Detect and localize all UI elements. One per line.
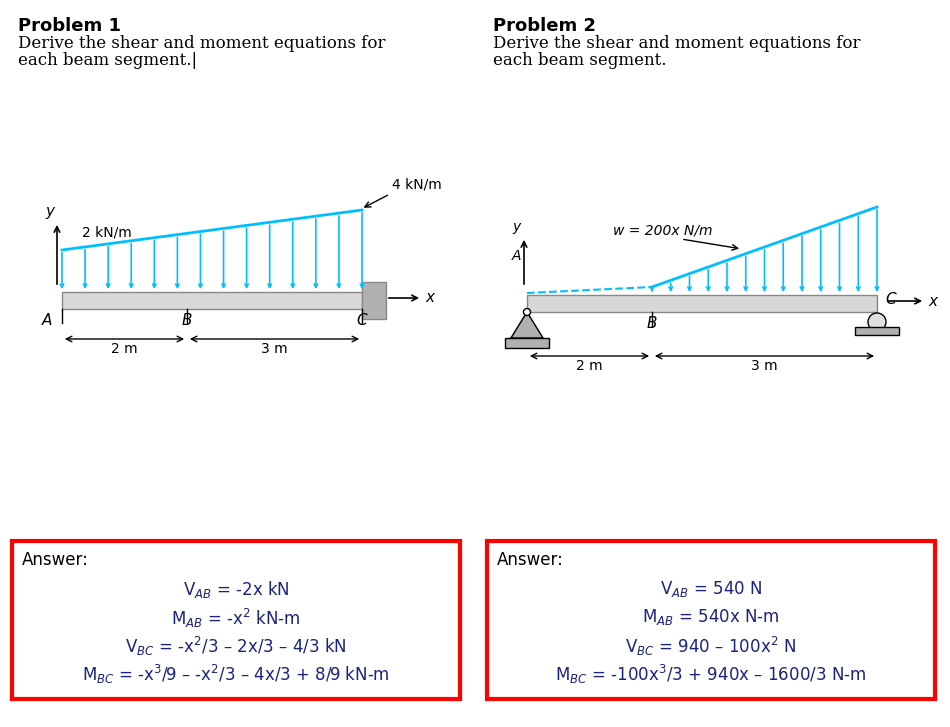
Text: A: A (511, 249, 521, 263)
Text: V$_{AB}$ = 540 N: V$_{AB}$ = 540 N (660, 579, 762, 599)
Circle shape (868, 313, 886, 331)
Bar (362, 282, 386, 319)
Text: 2 m: 2 m (111, 342, 138, 356)
Text: y: y (513, 220, 521, 234)
Text: 2 kN/m: 2 kN/m (82, 226, 132, 240)
Text: V$_{AB}$ = -2x kN: V$_{AB}$ = -2x kN (182, 579, 290, 600)
Bar (12, 541, 460, 699)
Bar (527, 295, 877, 312)
Text: Answer:: Answer: (22, 551, 89, 569)
Text: M$_{BC}$ = -x$^{3}$/9 – -x$^{2}$/3 – 4x/3 + 8/9 kN-m: M$_{BC}$ = -x$^{3}$/9 – -x$^{2}$/3 – 4x/… (83, 663, 389, 686)
Text: V$_{BC}$ = -x$^{2}$/3 – 2x/3 – 4/3 kN: V$_{BC}$ = -x$^{2}$/3 – 2x/3 – 4/3 kN (125, 635, 347, 658)
Text: C: C (885, 292, 896, 308)
Text: 4 kN/m: 4 kN/m (392, 178, 442, 192)
Bar (855, 327, 899, 335)
Text: Problem 2: Problem 2 (493, 17, 596, 35)
Text: 3 m: 3 m (261, 342, 288, 356)
Text: V$_{BC}$ = 940 – 100x$^{2}$ N: V$_{BC}$ = 940 – 100x$^{2}$ N (625, 635, 796, 658)
Bar (487, 541, 935, 699)
Text: A: A (42, 313, 52, 328)
Text: each beam segment.|: each beam segment.| (18, 52, 198, 69)
Polygon shape (511, 312, 543, 338)
Text: B: B (647, 316, 657, 331)
Bar (505, 338, 549, 348)
Text: Derive the shear and moment equations for: Derive the shear and moment equations fo… (18, 35, 386, 52)
Text: Derive the shear and moment equations for: Derive the shear and moment equations fo… (493, 35, 861, 52)
Text: Answer:: Answer: (497, 551, 564, 569)
Text: w = 200x N/m: w = 200x N/m (613, 223, 712, 237)
Text: y: y (45, 204, 54, 219)
Text: 2 m: 2 m (577, 359, 603, 373)
Text: M$_{AB}$ = -x$^{2}$ kN-m: M$_{AB}$ = -x$^{2}$ kN-m (171, 607, 300, 630)
Text: x: x (928, 294, 937, 308)
Text: Problem 1: Problem 1 (18, 17, 121, 35)
Text: M$_{BC}$ = -100x$^{3}$/3 + 940x – 1600/3 N-m: M$_{BC}$ = -100x$^{3}$/3 + 940x – 1600/3… (556, 663, 866, 686)
Text: 3 m: 3 m (751, 359, 778, 373)
Text: each beam segment.: each beam segment. (493, 52, 667, 69)
Text: C: C (356, 313, 368, 328)
Text: B: B (181, 313, 192, 328)
Text: x: x (425, 291, 434, 305)
Bar (62, 292, 362, 309)
Circle shape (523, 308, 530, 316)
Text: M$_{AB}$ = 540x N-m: M$_{AB}$ = 540x N-m (642, 607, 780, 627)
